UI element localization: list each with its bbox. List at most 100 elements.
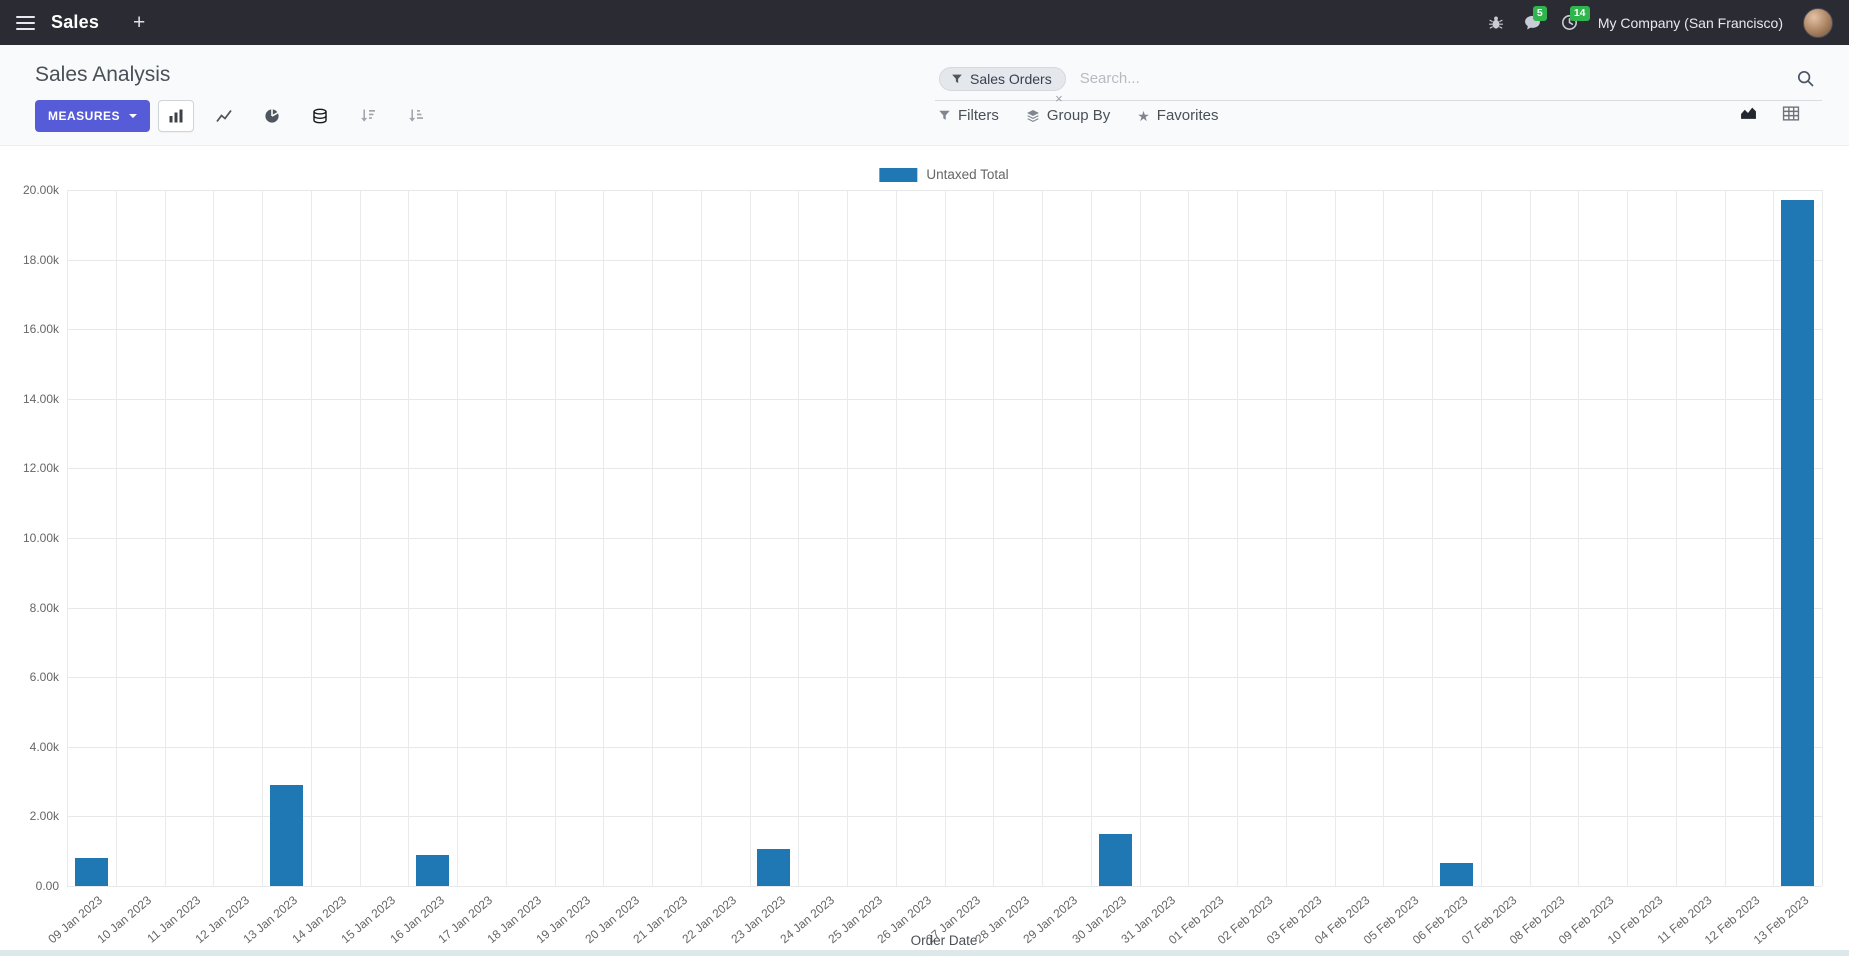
view-switcher — [1739, 105, 1800, 122]
x-gridline — [603, 190, 605, 886]
x-gridline — [1383, 190, 1385, 886]
x-gridline — [1188, 190, 1190, 886]
measures-button[interactable]: MEASURES — [35, 100, 151, 132]
bar-chart-button[interactable] — [158, 100, 194, 132]
debug-icon[interactable] — [1488, 15, 1504, 31]
sort-descending-icon — [361, 109, 375, 122]
measures-label: MEASURES — [48, 109, 121, 123]
x-gridline — [1822, 190, 1823, 886]
apps-menu-icon[interactable] — [16, 15, 35, 30]
bar-13-jan-2023[interactable] — [269, 785, 303, 886]
y-axis-tick-label: 0.00 — [35, 879, 59, 893]
page-title: Sales Analysis — [35, 63, 171, 86]
x-gridline — [213, 190, 215, 886]
x-gridline — [1090, 190, 1092, 886]
y-axis-tick-label: 14.00k — [22, 391, 59, 406]
x-gridline — [359, 190, 361, 886]
stacked-toggle-button[interactable] — [302, 100, 338, 132]
search-input[interactable] — [1079, 70, 1789, 87]
graph-view-button[interactable] — [1739, 105, 1758, 122]
y-gridline — [67, 886, 1822, 887]
y-axis-tick-label: 16.00k — [22, 322, 59, 337]
bottom-edge — [0, 950, 1849, 956]
x-gridline — [1480, 190, 1482, 886]
line-chart-button[interactable] — [206, 100, 242, 132]
pivot-view-button[interactable] — [1782, 105, 1800, 122]
sort-ascending-button[interactable] — [398, 100, 434, 132]
bar-13-feb-2023[interactable] — [1781, 200, 1815, 886]
pie-chart-icon — [265, 108, 279, 123]
legend-label: Untaxed Total — [926, 167, 1009, 182]
chart-type-buttons — [158, 100, 434, 132]
caret-down-icon — [129, 114, 138, 118]
x-gridline — [652, 190, 653, 886]
x-gridline — [115, 190, 117, 886]
company-switcher[interactable]: My Company (San Francisco) — [1597, 14, 1783, 31]
y-axis-tick-label: 12.00k — [22, 461, 59, 476]
search-facet[interactable]: Sales Orders × — [939, 66, 1066, 105]
filter-facet-icon — [951, 73, 963, 85]
x-gridline — [847, 190, 848, 886]
y-axis-tick-label: 6.00k — [29, 670, 59, 685]
facet-remove-icon[interactable]: × — [1055, 90, 1063, 106]
bar-06-feb-2023[interactable] — [1439, 863, 1473, 886]
x-gridline — [408, 190, 410, 886]
x-gridline — [798, 190, 800, 886]
y-axis-tick-label: 8.00k — [29, 600, 59, 615]
x-axis-title: Order Date — [910, 933, 978, 948]
bar-chart-icon — [169, 109, 183, 123]
activities-icon[interactable]: 14 — [1561, 6, 1590, 31]
group-by-menu-button[interactable]: Group By — [1026, 107, 1110, 124]
app-name[interactable]: Sales — [51, 12, 100, 32]
x-gridline — [1578, 190, 1580, 886]
search-icon[interactable] — [1797, 70, 1814, 87]
x-gridline — [1139, 190, 1141, 886]
bar-30-jan-2023[interactable] — [1098, 833, 1132, 886]
y-axis-tick-label: 2.00k — [29, 809, 59, 824]
bar-23-jan-2023[interactable] — [757, 849, 791, 886]
y-axis-tick-label: 18.00k — [22, 252, 59, 267]
x-gridline — [895, 190, 897, 886]
group-by-label: Group By — [1046, 107, 1111, 124]
x-gridline — [1627, 190, 1628, 886]
x-gridline — [67, 190, 68, 886]
x-gridline — [262, 190, 263, 886]
star-icon: ★ — [1137, 107, 1150, 124]
bar-16-jan-2023[interactable] — [416, 854, 450, 886]
y-axis-tick-label: 4.00k — [29, 739, 59, 754]
messages-icon[interactable]: 5 — [1524, 6, 1547, 31]
x-gridline — [1042, 190, 1043, 886]
sort-descending-button[interactable] — [350, 100, 386, 132]
control-panel: Sales Analysis Sales Orders × MEA — [0, 45, 1849, 146]
x-gridline — [1334, 190, 1336, 886]
legend-swatch — [879, 167, 918, 182]
x-gridline — [700, 190, 702, 886]
stacked-icon — [313, 108, 327, 124]
favorites-menu-button[interactable]: ★ Favorites — [1137, 107, 1218, 124]
x-gridline — [993, 190, 995, 886]
x-gridline — [944, 190, 946, 886]
line-chart-icon — [216, 109, 232, 123]
x-gridline — [1432, 190, 1433, 886]
messages-badge: 5 — [1532, 6, 1547, 22]
filters-menu-button[interactable]: Filters — [938, 107, 999, 124]
chart-legend[interactable]: Untaxed Total — [879, 167, 1009, 182]
pivot-icon — [1782, 106, 1800, 121]
facet-label: Sales Orders — [970, 70, 1052, 87]
pie-chart-button[interactable] — [254, 100, 290, 132]
search-options: Filters Group By ★ Favorites — [938, 107, 1218, 124]
sort-ascending-icon — [409, 109, 423, 122]
search-bar[interactable]: Sales Orders × — [935, 65, 1822, 105]
x-gridline — [164, 190, 166, 886]
x-gridline — [1529, 190, 1531, 886]
x-gridline — [1724, 190, 1726, 886]
activities-badge: 14 — [1569, 6, 1590, 22]
x-gridline — [554, 190, 556, 886]
y-axis-tick-label: 10.00k — [22, 531, 59, 545]
plus-icon[interactable]: + — [133, 11, 146, 34]
x-gridline — [1773, 190, 1775, 886]
bar-09-jan-2023[interactable] — [74, 858, 108, 886]
user-avatar[interactable] — [1803, 7, 1833, 38]
